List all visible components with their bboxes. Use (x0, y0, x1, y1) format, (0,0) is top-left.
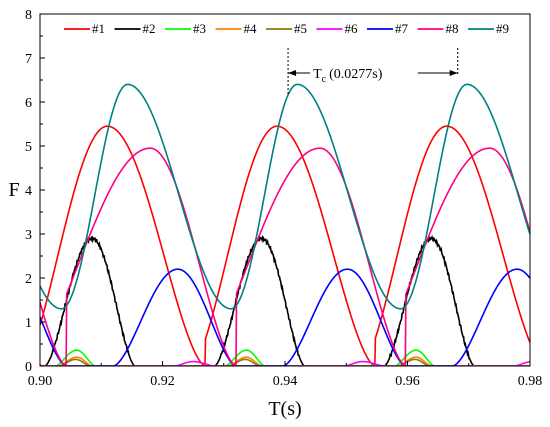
legend: #1 #2 #3 #4 #5 #6 #7 #8 #9 (64, 21, 509, 36)
arrowhead-right (449, 70, 458, 76)
y-tick-label: 3 (25, 228, 32, 243)
legend-label: #4 (244, 21, 258, 36)
legend-label: #1 (92, 21, 105, 36)
x-tick-label: 0.98 (518, 374, 543, 389)
x-tick-label: 0.94 (273, 374, 298, 389)
legend-item: #4 (215, 21, 258, 36)
legend-label: #3 (193, 21, 206, 36)
arrowhead-left (288, 70, 297, 76)
period-label: Tc (0.0277s) (313, 67, 383, 85)
legend-item: #9 (468, 21, 509, 36)
series-layer (40, 83, 530, 366)
y-tick-label: 6 (25, 96, 32, 111)
period-annotation: Tc (0.0277s) (287, 48, 459, 95)
y-tick-label: 7 (25, 52, 32, 67)
legend-label: #2 (143, 21, 156, 36)
y-tick-label: 5 (25, 140, 32, 155)
legend-label: #7 (395, 21, 409, 36)
y-tick-label: 8 (25, 8, 32, 23)
series-line-1 (40, 125, 530, 366)
series-line-2 (40, 234, 530, 366)
period-subscript: c (322, 74, 327, 85)
legend-item: #5 (266, 21, 307, 36)
period-symbol: T (313, 67, 322, 82)
y-tick-label: 1 (25, 316, 32, 331)
axis-ticks: 0.90 0.92 0.94 0.96 0.98 0 1 2 3 4 5 6 7 8 (25, 8, 542, 389)
legend-item: #6 (316, 21, 359, 36)
x-tick-label: 0.96 (395, 374, 420, 389)
x-tick-label: 0.92 (150, 374, 175, 389)
legend-label: #9 (496, 21, 509, 36)
x-tick-label: 0.90 (28, 374, 53, 389)
y-tick-label: 2 (25, 272, 32, 287)
y-tick-label: 0 (25, 360, 32, 375)
series-line-7 (40, 268, 530, 366)
x-axis-title: T(s) (268, 398, 301, 420)
series-line-9 (40, 83, 530, 310)
legend-item: #2 (114, 21, 156, 36)
period-value: (0.0277s) (329, 67, 383, 82)
legend-label: #6 (345, 21, 359, 36)
y-tick-label: 4 (25, 184, 32, 199)
legend-label: #8 (446, 21, 459, 36)
series-line-8 (40, 147, 530, 366)
y-axis-title: F (8, 179, 19, 201)
legend-item: #8 (417, 21, 459, 36)
legend-label: #5 (294, 21, 307, 36)
legend-item: #3 (165, 21, 206, 36)
legend-item: #1 (64, 21, 105, 36)
legend-item: #7 (367, 21, 409, 36)
